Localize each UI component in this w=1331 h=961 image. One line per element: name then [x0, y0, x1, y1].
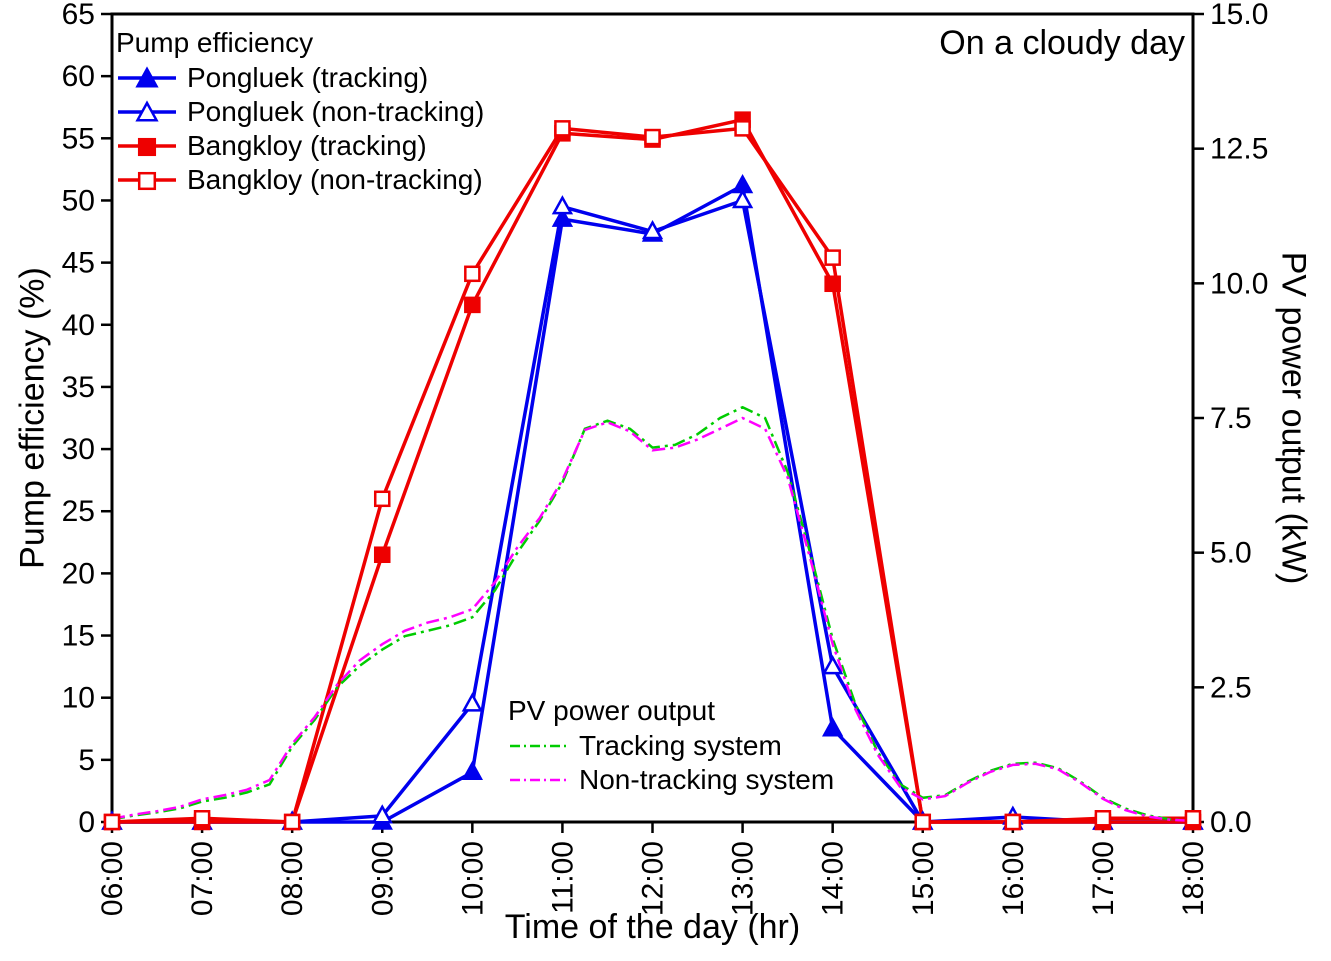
legend-label-bangkloy-tracking: Bangkloy (tracking) — [187, 130, 427, 161]
svg-text:06:00: 06:00 — [96, 841, 129, 916]
legend-entry-pongluek-tracking: Pongluek (tracking) — [116, 61, 484, 95]
svg-text:10.0: 10.0 — [1210, 267, 1268, 300]
svg-text:07:00: 07:00 — [186, 841, 219, 916]
legend-line-tracking-system-icon — [508, 731, 570, 761]
legend-line-non-tracking-system-icon — [508, 765, 570, 795]
legend-entry-bangkloy-non-tracking: Bangkloy (non-tracking) — [116, 163, 484, 197]
legend-pv-power: PV power output Tracking system Non-trac… — [508, 694, 834, 797]
legend-marker-bangkloy-non-tracking-icon — [116, 165, 178, 195]
svg-text:14:00: 14:00 — [817, 841, 850, 916]
svg-text:20: 20 — [62, 557, 95, 590]
svg-text:15: 15 — [62, 620, 95, 653]
legend-entry-non-tracking-system: Non-tracking system — [508, 763, 834, 797]
svg-text:50: 50 — [62, 184, 95, 217]
chart-title: On a cloudy day — [939, 24, 1185, 62]
svg-text:0: 0 — [78, 806, 95, 839]
svg-text:08:00: 08:00 — [276, 841, 309, 916]
legend-entry-bangkloy-tracking: Bangkloy (tracking) — [116, 129, 484, 163]
x-axis-title: Time of the day (hr) — [504, 908, 801, 946]
legend-marker-pongluek-tracking-icon — [116, 63, 178, 93]
svg-text:09:00: 09:00 — [366, 841, 399, 916]
svg-text:15:00: 15:00 — [907, 841, 940, 916]
svg-text:45: 45 — [62, 247, 95, 280]
svg-text:30: 30 — [62, 433, 95, 466]
svg-text:15.0: 15.0 — [1210, 0, 1268, 31]
svg-text:5.0: 5.0 — [1210, 537, 1252, 570]
svg-text:40: 40 — [62, 309, 95, 342]
legend-marker-bangkloy-tracking-icon — [116, 131, 178, 161]
svg-text:25: 25 — [62, 495, 95, 528]
legend-pv-title: PV power output — [508, 695, 716, 726]
svg-text:10:00: 10:00 — [456, 841, 489, 916]
legend-marker-pongluek-non-tracking-icon — [116, 97, 178, 127]
legend-label-tracking-system: Tracking system — [579, 730, 782, 761]
legend-entry-pongluek-non-tracking: Pongluek (non-tracking) — [116, 95, 484, 129]
svg-text:10: 10 — [62, 682, 95, 715]
svg-text:5: 5 — [78, 744, 95, 777]
svg-text:65: 65 — [62, 0, 95, 31]
svg-text:12:00: 12:00 — [637, 841, 670, 916]
svg-text:0.0: 0.0 — [1210, 806, 1252, 839]
y-axis-right-title: PV power output (kW) — [1274, 251, 1313, 585]
legend-label-non-tracking-system: Non-tracking system — [579, 764, 835, 795]
svg-text:17:00: 17:00 — [1087, 841, 1120, 916]
svg-text:2.5: 2.5 — [1210, 671, 1252, 704]
svg-text:35: 35 — [62, 371, 95, 404]
svg-text:16:00: 16:00 — [997, 841, 1030, 916]
legend-label-pongluek-tracking: Pongluek (tracking) — [187, 62, 429, 93]
svg-text:18:00: 18:00 — [1177, 841, 1210, 916]
svg-text:7.5: 7.5 — [1210, 402, 1252, 435]
svg-text:13:00: 13:00 — [727, 841, 760, 916]
legend-label-bangkloy-non-tracking: Bangkloy (non-tracking) — [187, 164, 483, 195]
legend-label-pongluek-non-tracking: Pongluek (non-tracking) — [187, 96, 485, 127]
legend-pump-title: Pump efficiency — [116, 27, 314, 58]
svg-text:60: 60 — [62, 60, 95, 93]
svg-text:55: 55 — [62, 122, 95, 155]
legend-pump-efficiency: Pump efficiency Pongluek (tracking) Pong… — [116, 26, 484, 197]
svg-text:11:00: 11:00 — [546, 841, 579, 914]
legend-entry-tracking-system: Tracking system — [508, 729, 834, 763]
svg-text:12.5: 12.5 — [1210, 133, 1268, 166]
y-axis-left-title: Pump efficiency (%) — [13, 267, 52, 569]
